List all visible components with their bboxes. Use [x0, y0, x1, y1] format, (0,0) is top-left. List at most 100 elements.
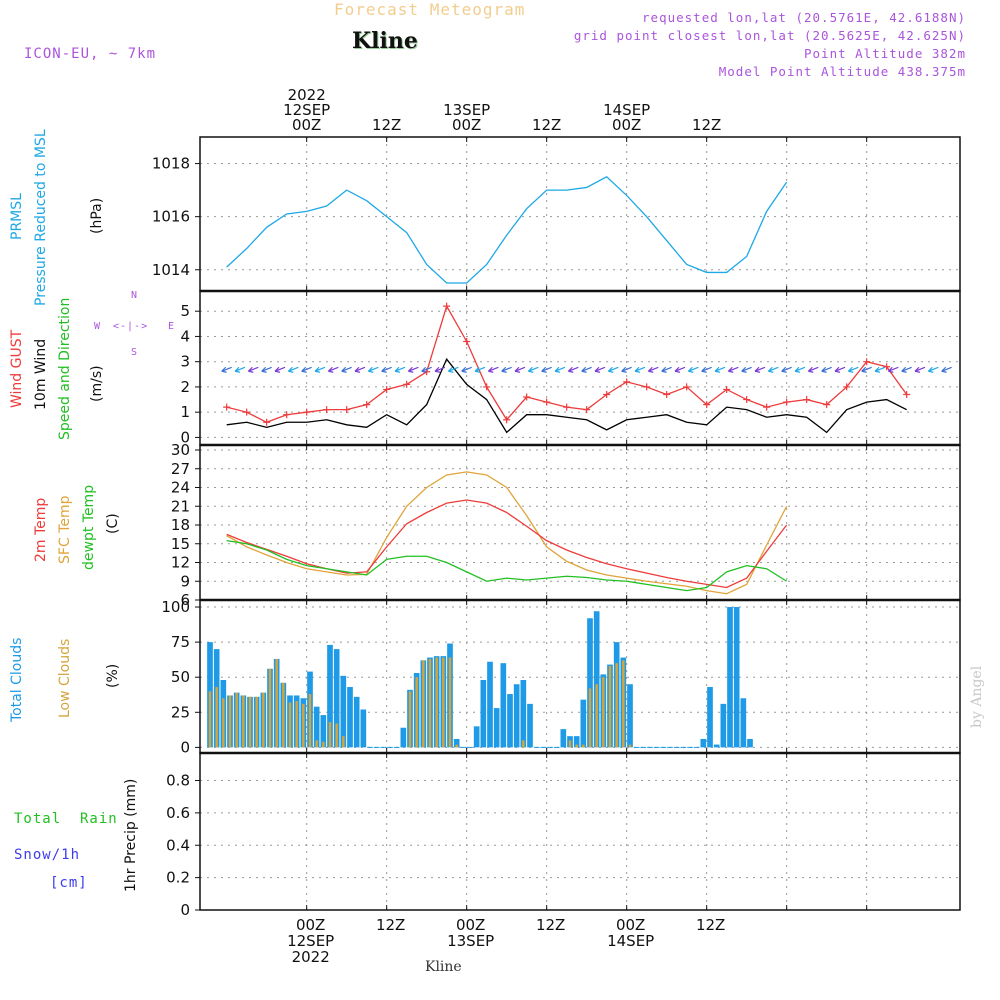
gust-point [283, 411, 291, 419]
gust-point [443, 302, 451, 310]
ytick-label: 27 [171, 460, 190, 478]
wind-direction-arrow [927, 366, 939, 373]
wind-direction-arrow [661, 366, 672, 373]
gust-point [703, 401, 711, 409]
total-cloud-bar [733, 607, 740, 748]
low-cloud-bar [315, 740, 318, 748]
gust-point [663, 391, 671, 399]
wind-direction-arrow [701, 366, 712, 373]
point-altitude: Point Altitude 382m [804, 46, 966, 61]
ytick-label: 0 [180, 901, 190, 919]
ytick-label: 0.6 [166, 804, 190, 822]
time-label-top: 12Z [532, 116, 561, 134]
product-title: Forecast Meteogram [334, 0, 526, 19]
wind-direction-arrow [754, 366, 766, 373]
gust-point [523, 393, 531, 401]
gust-point [303, 408, 311, 416]
rain-label-total: Total [14, 811, 62, 827]
wind-direction-arrow [741, 366, 752, 373]
wind-direction-arrow [474, 366, 486, 373]
low-cloud-bar [595, 684, 598, 748]
wind-direction-arrow [594, 366, 606, 373]
ytick-label: 6 [180, 591, 190, 609]
dewpt-line [226, 539, 788, 592]
time-label-bottom: 12Z [376, 916, 405, 934]
low-cloud-bar [302, 703, 305, 748]
total-cloud-bar [627, 684, 633, 748]
time-label-bottom: 2022 [292, 948, 330, 966]
wind-direction-arrow [714, 366, 726, 373]
gust-point [723, 385, 731, 393]
wind-direction-arrow [647, 366, 659, 373]
ytick-label: 21 [171, 497, 190, 515]
wind-direction-arrow [727, 366, 739, 373]
low-cloud-bar [335, 723, 338, 748]
low-cloud-bar [222, 698, 225, 748]
time-label-bottom: 00Z [456, 916, 485, 934]
footer-station: Kline [425, 959, 462, 975]
ytick-label: 4 [180, 327, 190, 345]
low-cloud-bar [442, 657, 445, 748]
total-cloud-bar [720, 703, 727, 748]
total-cloud-bar [520, 680, 527, 748]
total-cloud-bar [707, 687, 713, 748]
wind-direction-arrow [794, 366, 806, 373]
wind-direction-arrow [834, 366, 846, 373]
ytick-label: 15 [171, 535, 190, 553]
gust-point [583, 406, 591, 414]
wind-direction-arrow [301, 366, 312, 373]
wind-direction-arrow [421, 366, 432, 373]
low-cloud-bar [228, 695, 232, 748]
requested-coords: requested lon,lat (20.5761E, 42.6188N) [642, 10, 966, 25]
low-cloud-bar [215, 687, 218, 748]
low-cloud-bar [282, 682, 285, 748]
wind-direction-arrow [901, 366, 912, 373]
wind-direction-arrow [234, 366, 246, 373]
pressure-line [226, 176, 788, 284]
low-cloud-bar [415, 677, 418, 748]
gust-point [363, 401, 371, 409]
gust-point [463, 337, 471, 345]
total-cloud-bar [353, 696, 360, 748]
wind-direction-arrow [514, 366, 526, 373]
ytick-label: 0.2 [166, 869, 190, 887]
gust-point [883, 363, 891, 371]
total-cloud-bar [320, 715, 327, 748]
wind-direction-arrow [767, 366, 779, 373]
ytick-label: 1018 [152, 155, 190, 173]
wind-direction-arrow [607, 366, 619, 373]
ytick-label: 30 [171, 441, 190, 459]
compass-e: E [168, 321, 176, 332]
gust-point [903, 391, 911, 399]
total-cloud-bar [507, 694, 513, 748]
wind-direction-arrow [394, 366, 406, 373]
sfc-temp-line [226, 471, 788, 595]
total-cloud-bar [713, 744, 720, 748]
wind-direction-arrow [674, 366, 686, 373]
time-label-top: 12Z [692, 116, 721, 134]
total-cloud-bar [480, 680, 487, 748]
time-label-bottom: 14SEP [607, 932, 654, 950]
ytick-label: 25 [171, 703, 190, 721]
gust-point [543, 398, 551, 406]
total-cloud-bar [740, 698, 747, 748]
snow-label: Snow/1h [14, 847, 81, 863]
low-cloud-bar [568, 740, 572, 748]
compass-n: N [131, 290, 139, 301]
low-cloud-bar [268, 668, 272, 748]
gust-point [823, 401, 831, 409]
time-label-bottom: 12Z [536, 916, 565, 934]
total-cloud-bar [527, 703, 533, 748]
wind-direction-arrow [634, 366, 646, 373]
gust-point [763, 403, 771, 411]
wind-direction-arrow [434, 366, 446, 373]
ytick-label: 1014 [152, 261, 190, 279]
total-cloud-bar [340, 675, 347, 748]
time-label-bottom: 00Z [296, 916, 325, 934]
gust-point [863, 358, 871, 366]
low-cloud-bar [322, 741, 325, 748]
gust-point [623, 378, 631, 386]
wind-direction-arrow [247, 366, 259, 373]
gust-point [503, 416, 511, 424]
low-cloud-bar [275, 658, 278, 748]
